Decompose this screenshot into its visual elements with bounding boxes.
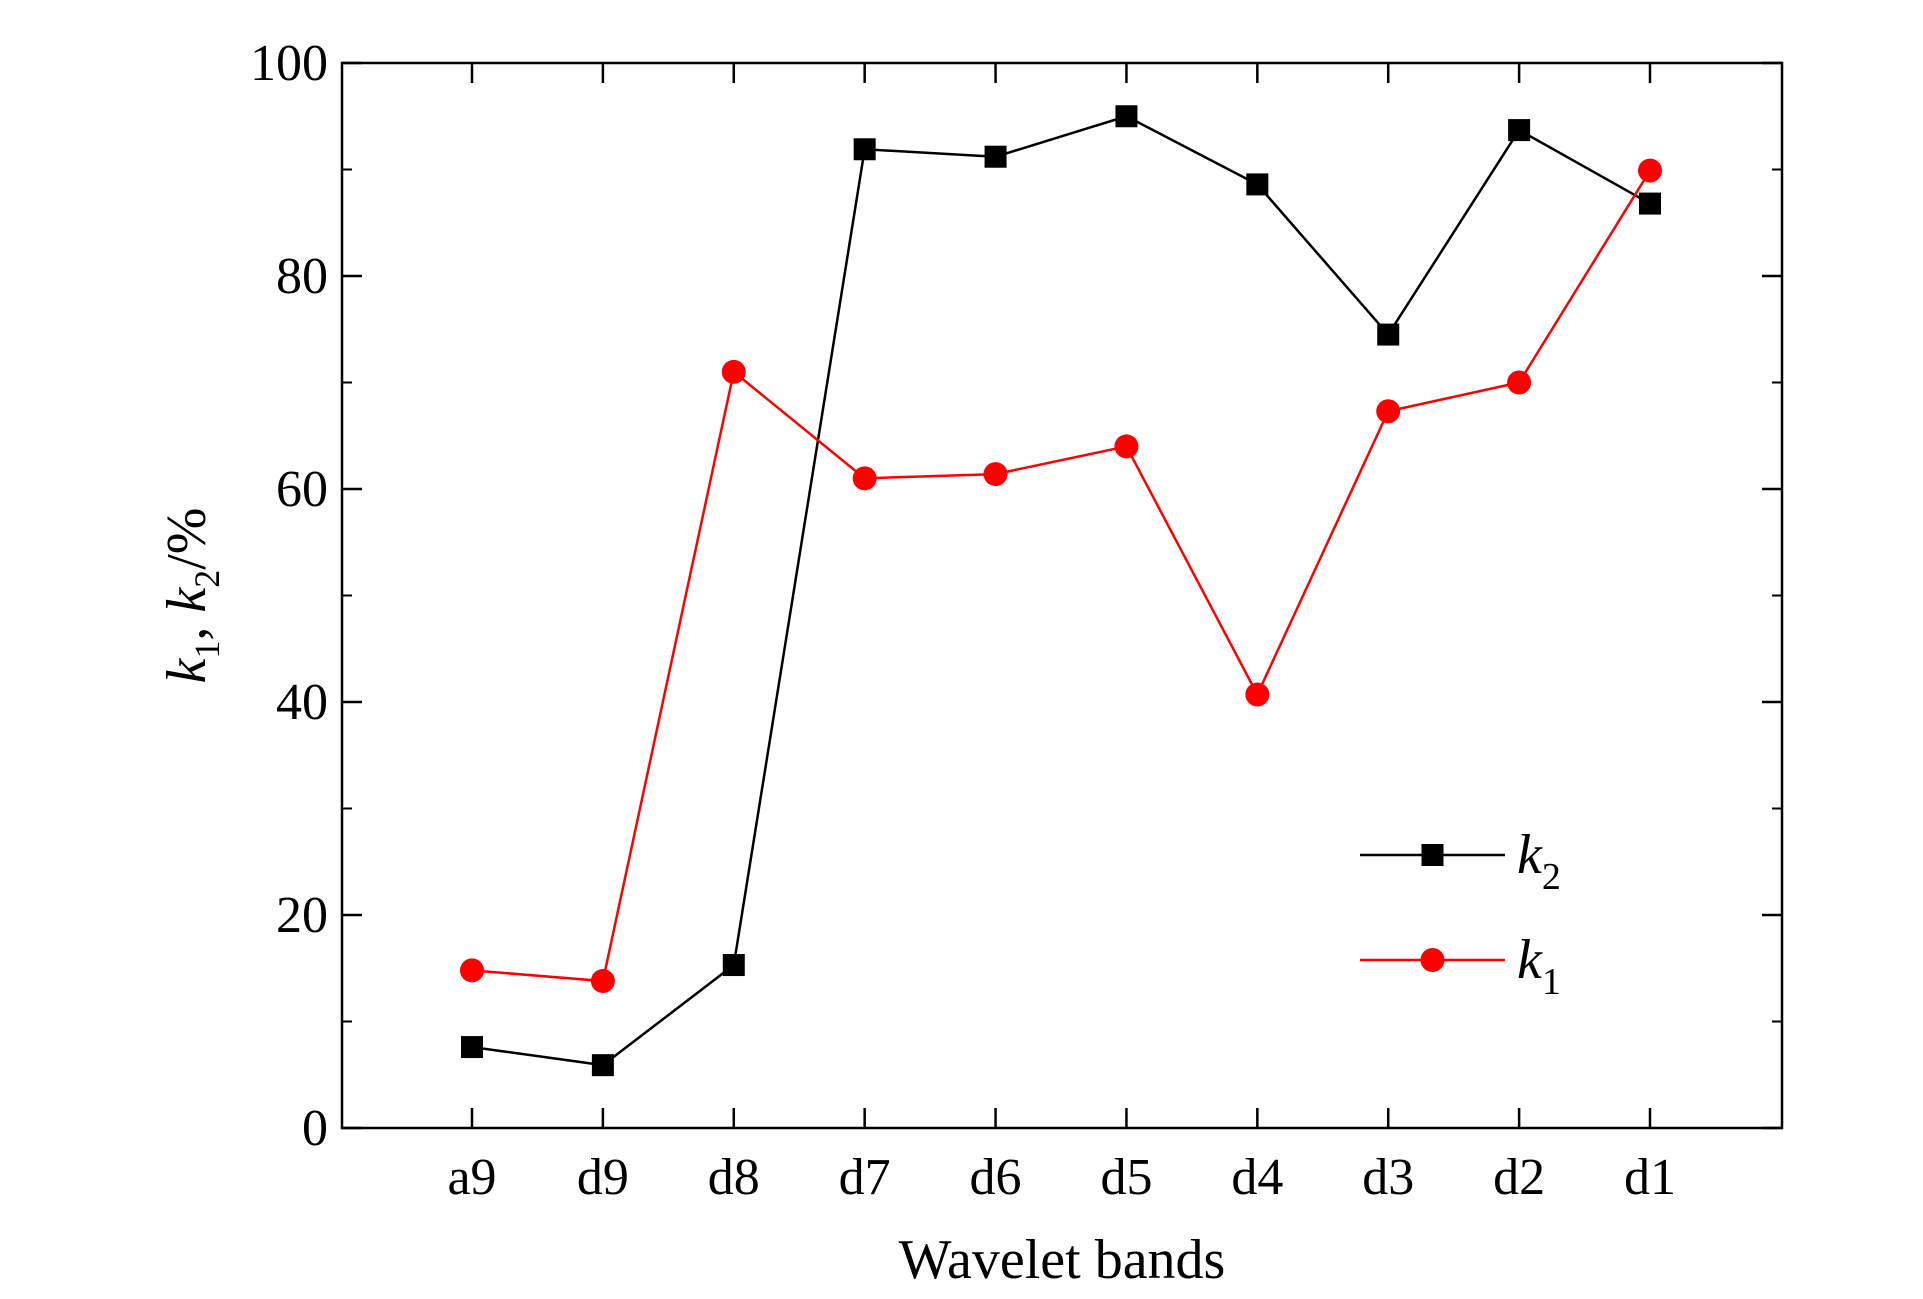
x-tick-label-d3: d3 — [1362, 1149, 1414, 1206]
y-axis-title: k1, k2/% — [156, 508, 227, 684]
y-title-part: k — [156, 657, 218, 683]
x-tick-label-d1: d1 — [1624, 1149, 1676, 1206]
y-title-part: , — [156, 613, 218, 641]
data-point-k2-d6 — [984, 145, 1007, 168]
legend-label-base: k — [1517, 824, 1543, 886]
legend-label-sub: 2 — [1542, 856, 1561, 898]
y-axis: 0 20 40 60 80 100 — [250, 35, 1782, 1157]
series-layer — [460, 105, 1662, 1077]
x-tick-label-a9: a9 — [447, 1149, 496, 1206]
y-title-part: 2 — [187, 570, 227, 588]
data-point-k2-d8 — [722, 954, 745, 977]
data-point-k1-d8 — [721, 359, 746, 384]
plot-border — [340, 61, 1784, 1130]
data-point-k1-d3 — [1376, 399, 1401, 424]
y-tick-label: 20 — [276, 887, 328, 944]
data-point-k2-d9 — [591, 1054, 614, 1077]
data-point-k1-d7 — [852, 466, 877, 491]
legend-label-base: k — [1517, 929, 1543, 991]
data-point-k2-d3 — [1377, 323, 1400, 346]
x-tick-label-d7: d7 — [839, 1149, 891, 1206]
y-tick-label: 100 — [250, 35, 328, 92]
x-axis-title: Wavelet bands — [899, 1229, 1226, 1291]
series-k1 — [460, 158, 1662, 994]
series-k2 — [461, 105, 1661, 1077]
y-title-part: k — [156, 587, 218, 613]
legend-label: k1 — [1517, 929, 1561, 1003]
x-tick-label-d4: d4 — [1231, 1149, 1283, 1206]
x-tick-label-d8: d8 — [708, 1149, 760, 1206]
legend-item-k2: k2 — [1360, 824, 1561, 898]
y-tick-label: 80 — [276, 248, 328, 305]
data-point-k2-d4 — [1246, 173, 1269, 196]
legend-marker — [1420, 948, 1445, 972]
data-point-k1-d4 — [1245, 682, 1270, 707]
legend-label: k2 — [1517, 824, 1561, 898]
y-tick-label: 60 — [276, 461, 328, 518]
data-point-k2-d7 — [853, 138, 876, 161]
series-line-k2 — [471, 114, 1651, 1067]
y-title-part: /% — [156, 508, 218, 570]
plot-frame — [340, 61, 1784, 1130]
data-point-k1-d1 — [1638, 158, 1662, 183]
x-tick-label-d9: d9 — [577, 1149, 629, 1206]
series-line-k1 — [471, 169, 1652, 983]
x-tick-label-d6: d6 — [970, 1149, 1022, 1206]
data-point-k1-d5 — [1114, 434, 1139, 459]
data-point-k2-d2 — [1508, 119, 1531, 142]
y-tick-label: 40 — [276, 674, 328, 731]
x-tick-label-d2: d2 — [1493, 1149, 1545, 1206]
data-point-k2-d1 — [1639, 192, 1661, 215]
data-point-k1-a9 — [460, 958, 484, 983]
legend-item-k1: k1 — [1360, 929, 1561, 1003]
y-tick-label: 0 — [302, 1100, 328, 1157]
data-point-k1-d6 — [983, 462, 1008, 487]
data-point-k1-d2 — [1507, 370, 1532, 395]
x-axis: a9 d9 d8 d7 d6 d5 d4 d3 d2 d1 — [447, 63, 1676, 1206]
legend-label-sub: 1 — [1542, 961, 1561, 1003]
x-tick-label-d5: d5 — [1100, 1149, 1152, 1206]
y-title-part: 1 — [187, 641, 227, 659]
legend-marker — [1421, 844, 1444, 866]
data-point-k1-d9 — [590, 969, 615, 994]
data-point-k2-a9 — [461, 1036, 483, 1059]
data-point-k2-d5 — [1115, 105, 1138, 128]
